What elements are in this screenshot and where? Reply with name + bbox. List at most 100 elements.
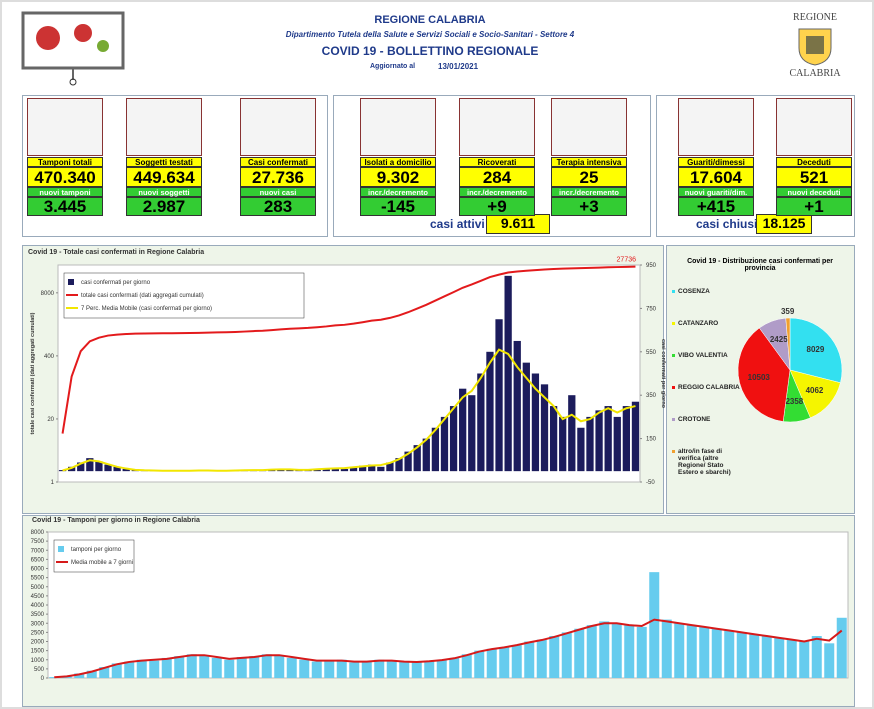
stat-label: Tamponi totali — [27, 157, 103, 167]
stat-sub-label: nuovi casi — [240, 187, 316, 197]
y-tick-label: 8000 — [31, 530, 45, 536]
bar — [136, 659, 147, 678]
legend-label: tamponi per giorno — [71, 547, 122, 553]
bar — [68, 466, 76, 472]
bar — [361, 661, 372, 678]
y-tick-label: 2000 — [31, 640, 45, 646]
y-tick-label: 1500 — [31, 649, 45, 655]
stat-sub-value: +9 — [459, 197, 535, 216]
bar — [711, 628, 722, 678]
logo-bottom: CALABRIA — [789, 68, 841, 79]
y-tick-label: 5000 — [31, 585, 45, 591]
bar — [336, 659, 347, 678]
legend-label: CROTONE — [678, 416, 711, 423]
legend-swatch — [672, 450, 675, 453]
bar — [449, 406, 458, 472]
y2-tick-label: 150 — [646, 437, 657, 443]
bar — [349, 466, 358, 472]
y-tick-label: 6000 — [31, 567, 45, 573]
stat-icon — [126, 98, 202, 156]
bar — [374, 659, 385, 678]
y2-tick-label: 750 — [646, 306, 657, 312]
bar — [249, 656, 260, 678]
bar — [95, 461, 103, 472]
bar — [824, 643, 835, 678]
bar — [604, 406, 612, 472]
bar — [595, 410, 603, 472]
y2-tick-label: 950 — [646, 263, 657, 269]
y-tick-label: 400 — [44, 354, 55, 360]
bar — [559, 416, 567, 472]
stat-sub-label: nuovi deceduti — [776, 187, 852, 197]
stat-icon — [459, 98, 535, 156]
bar — [49, 677, 60, 678]
legend-label: CATANZARO — [678, 320, 719, 327]
bar — [377, 466, 385, 472]
bar — [349, 662, 360, 678]
value-label: 10503 — [748, 373, 771, 382]
bar — [386, 660, 397, 678]
bar — [531, 373, 540, 472]
pie-slice — [789, 317, 843, 384]
legend-swatch — [672, 290, 675, 293]
stat-sub-value: +415 — [678, 197, 754, 216]
pie-slice — [785, 317, 791, 371]
bar — [811, 636, 822, 678]
bar — [536, 639, 547, 678]
y-tick-label: 2500 — [31, 630, 45, 636]
legend-label: 7 Perc. Media Mobile (casi confermati pe… — [81, 306, 212, 312]
bar — [624, 625, 635, 678]
bar — [540, 384, 549, 472]
bar — [699, 626, 710, 678]
stat-value: 27.736 — [240, 167, 316, 187]
legend-swatch — [672, 322, 675, 325]
closed-value: 18.125 — [756, 214, 812, 234]
bar — [522, 362, 530, 472]
value-label: 4062 — [806, 386, 824, 395]
bar — [440, 416, 449, 472]
stat-sub-value: +3 — [551, 197, 627, 216]
bar — [661, 619, 672, 678]
bar — [786, 639, 797, 678]
stat-sub-value: 3.445 — [27, 197, 103, 216]
bar — [122, 468, 130, 472]
stat-icon — [678, 98, 754, 156]
stat-icon — [776, 98, 852, 156]
bar — [340, 468, 349, 472]
stat-sub-label: incr./decremento — [551, 187, 627, 197]
pie-slice — [737, 327, 791, 422]
bar — [774, 637, 785, 678]
updated-label: Aggiornato al — [370, 63, 416, 70]
bar — [586, 416, 594, 472]
y2-tick-label: -50 — [646, 480, 655, 486]
bar — [611, 623, 622, 678]
legend-label: REGGIO CALABRIA — [678, 384, 740, 391]
y-tick-label: 3000 — [31, 621, 45, 627]
annotation: 27736 — [617, 257, 637, 264]
bar — [524, 641, 535, 678]
bar — [468, 395, 476, 472]
bar — [399, 661, 410, 678]
bar — [459, 388, 467, 472]
y2-tick-label: 350 — [646, 393, 657, 399]
bar — [113, 466, 121, 472]
bulletin-title: COVID 19 - BOLLETTINO REGIONALE — [321, 44, 539, 58]
stat-label: Deceduti — [776, 157, 852, 167]
bar — [311, 661, 322, 678]
stat-value: 9.302 — [360, 167, 436, 187]
legend-label: totale casi confermati (dati aggregati c… — [81, 293, 204, 299]
bar — [424, 660, 435, 678]
y-tick-label: 5500 — [31, 576, 45, 582]
legend-swatch — [68, 279, 74, 285]
bar — [299, 659, 310, 678]
bar — [486, 351, 494, 472]
bar — [413, 445, 421, 472]
stat-sub-label: incr./decremento — [459, 187, 535, 197]
bar — [461, 654, 472, 678]
line — [54, 618, 843, 679]
bar — [236, 657, 247, 678]
bar — [186, 654, 197, 678]
stat-value: 284 — [459, 167, 535, 187]
